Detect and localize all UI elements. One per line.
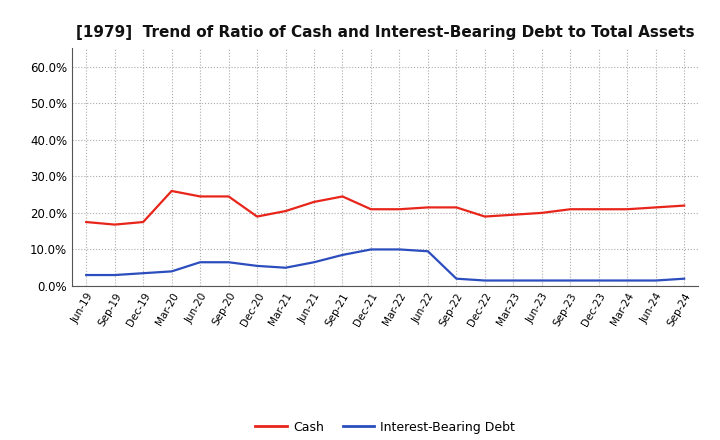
Cash xyxy=(595,207,603,212)
Title: [1979]  Trend of Ratio of Cash and Interest-Bearing Debt to Total Assets: [1979] Trend of Ratio of Cash and Intere… xyxy=(76,25,695,40)
Interest-Bearing Debt xyxy=(595,278,603,283)
Interest-Bearing Debt xyxy=(82,272,91,278)
Interest-Bearing Debt xyxy=(310,260,318,265)
Legend: Cash, Interest-Bearing Debt: Cash, Interest-Bearing Debt xyxy=(251,416,520,439)
Cash xyxy=(225,194,233,199)
Cash xyxy=(652,205,660,210)
Interest-Bearing Debt xyxy=(423,249,432,254)
Interest-Bearing Debt xyxy=(395,247,404,252)
Cash xyxy=(423,205,432,210)
Cash xyxy=(366,207,375,212)
Cash xyxy=(338,194,347,199)
Cash xyxy=(480,214,489,219)
Cash xyxy=(395,207,404,212)
Cash xyxy=(139,220,148,225)
Interest-Bearing Debt xyxy=(537,278,546,283)
Cash xyxy=(282,209,290,214)
Interest-Bearing Debt xyxy=(452,276,461,281)
Cash xyxy=(537,210,546,216)
Interest-Bearing Debt xyxy=(253,263,261,268)
Cash xyxy=(167,188,176,194)
Interest-Bearing Debt xyxy=(225,260,233,265)
Cash xyxy=(623,207,631,212)
Interest-Bearing Debt xyxy=(282,265,290,270)
Interest-Bearing Debt xyxy=(139,271,148,276)
Cash xyxy=(310,199,318,205)
Line: Interest-Bearing Debt: Interest-Bearing Debt xyxy=(86,249,684,281)
Interest-Bearing Debt xyxy=(366,247,375,252)
Cash xyxy=(566,207,575,212)
Interest-Bearing Debt xyxy=(566,278,575,283)
Interest-Bearing Debt xyxy=(480,278,489,283)
Cash xyxy=(196,194,204,199)
Interest-Bearing Debt xyxy=(623,278,631,283)
Cash xyxy=(82,220,91,225)
Line: Cash: Cash xyxy=(86,191,684,224)
Interest-Bearing Debt xyxy=(509,278,518,283)
Interest-Bearing Debt xyxy=(338,252,347,257)
Interest-Bearing Debt xyxy=(167,269,176,274)
Cash xyxy=(509,212,518,217)
Interest-Bearing Debt xyxy=(652,278,660,283)
Interest-Bearing Debt xyxy=(110,272,119,278)
Interest-Bearing Debt xyxy=(196,260,204,265)
Cash xyxy=(110,222,119,227)
Cash xyxy=(680,203,688,208)
Cash xyxy=(452,205,461,210)
Interest-Bearing Debt xyxy=(680,276,688,281)
Cash xyxy=(253,214,261,219)
